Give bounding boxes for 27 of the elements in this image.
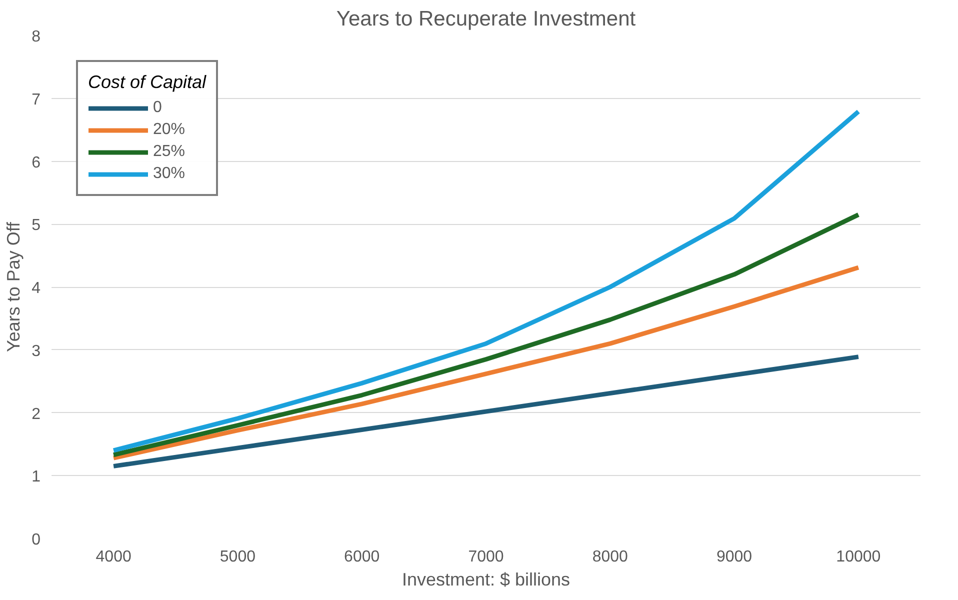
chart-title: Years to Recuperate Investment xyxy=(336,8,636,30)
y-axis-title: Years to Pay Off xyxy=(4,220,24,352)
x-tick-label: 9000 xyxy=(716,548,752,566)
y-tick-label: 0 xyxy=(32,532,41,548)
line-series xyxy=(111,265,861,460)
x-tick-label: 10000 xyxy=(836,548,881,566)
x-tick-label: 5000 xyxy=(220,548,256,566)
x-tick-label: 6000 xyxy=(344,548,380,566)
legend-label: 30% xyxy=(153,165,186,183)
y-tick-label: 1 xyxy=(32,468,41,486)
y-tick-label: 7 xyxy=(32,91,41,108)
legend-title: Cost of Capital xyxy=(88,72,206,93)
y-tick-label: 3 xyxy=(32,342,41,360)
line-series xyxy=(111,354,861,468)
legend-label: 20% xyxy=(153,121,186,139)
y-tick-label: 5 xyxy=(32,217,41,234)
y-tick-label: 4 xyxy=(32,280,41,297)
x-tick-label: 7000 xyxy=(468,548,504,566)
legend-label: 25% xyxy=(153,143,186,161)
y-tick-label: 8 xyxy=(32,28,41,46)
y-tick-label: 2 xyxy=(32,406,41,423)
x-tick-label: 8000 xyxy=(592,548,628,566)
x-tick-label: 4000 xyxy=(96,548,132,566)
legend-label: 0 xyxy=(153,99,163,117)
x-axis-title: Investment: $ billions xyxy=(402,570,570,590)
y-tick-label: 6 xyxy=(32,154,41,172)
line-series xyxy=(111,212,861,458)
